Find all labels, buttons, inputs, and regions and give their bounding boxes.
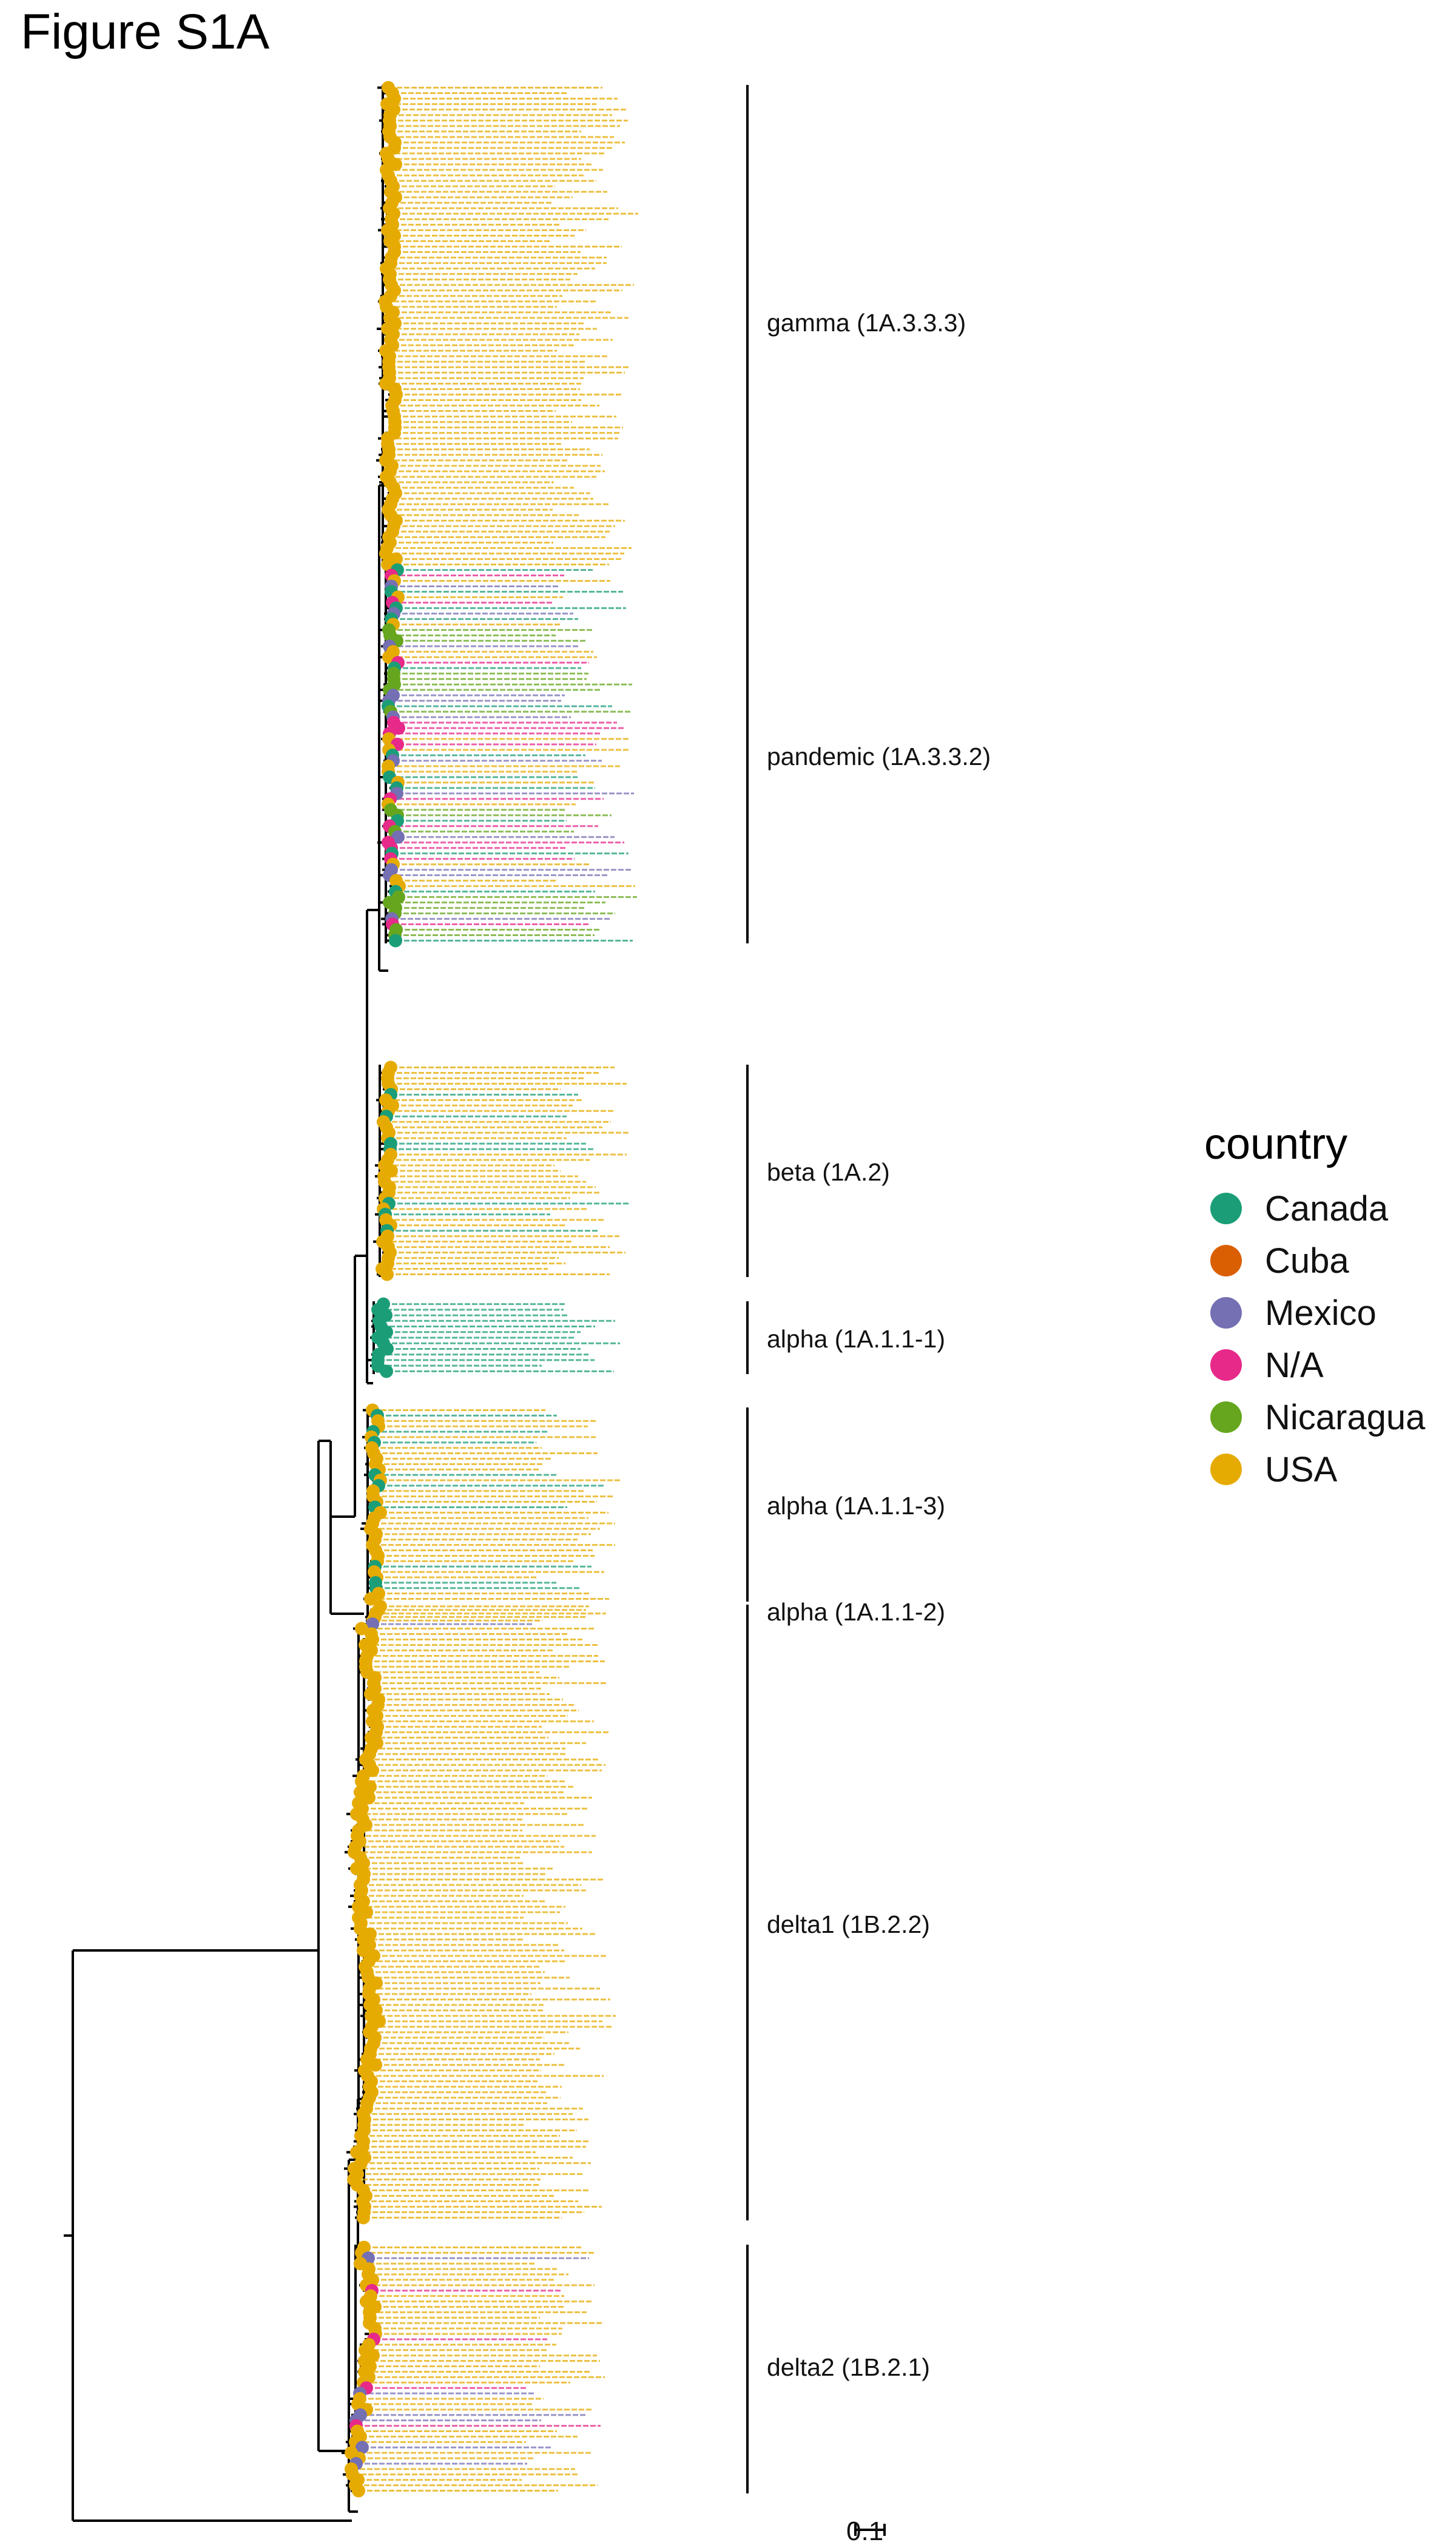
tip-label-block <box>391 1066 629 1276</box>
legend-swatch <box>1210 1297 1242 1329</box>
clade-label: alpha (1A.1.1-1) <box>767 1325 946 1353</box>
legend-label: Canada <box>1265 1188 1389 1228</box>
tip-point <box>356 2441 369 2455</box>
tip-point <box>354 1921 367 1935</box>
figure-title: Figure S1A <box>21 4 270 59</box>
legend-item: Nicaragua <box>1204 1391 1425 1443</box>
tree-tips <box>345 81 638 2498</box>
tip-point <box>363 1780 377 1794</box>
tip-point <box>381 558 394 571</box>
legend-swatch <box>1210 1401 1242 1433</box>
legend-item: N/A <box>1204 1339 1425 1391</box>
tip-point <box>380 1267 394 1281</box>
tip-label-block <box>397 568 637 942</box>
tip-point <box>362 1791 376 1805</box>
legend-swatch <box>1210 1349 1242 1381</box>
tip-point <box>391 830 405 844</box>
legend-swatch <box>1210 1245 1242 1276</box>
clade-label: gamma (1A.3.3.3) <box>767 309 966 337</box>
legend-swatch <box>1210 1454 1242 1485</box>
legend-label: Cuba <box>1265 1241 1349 1281</box>
tip-point <box>364 1592 377 1606</box>
legend-title: country <box>1204 1120 1348 1168</box>
clade-label: beta (1A.2) <box>767 1158 890 1186</box>
tip-point <box>389 934 402 948</box>
legend-item: Canada <box>1204 1182 1425 1235</box>
tip-point <box>352 2484 365 2498</box>
legend-label: N/A <box>1265 1345 1324 1385</box>
tip-point <box>366 1617 379 1631</box>
tip-label-block <box>394 87 638 565</box>
tree-branches <box>64 85 399 2522</box>
clade-label: delta1 (1B.2.2) <box>767 1910 930 1938</box>
tip-point <box>357 1943 370 1957</box>
tip-point <box>355 1622 368 1636</box>
legend-swatch <box>1210 1193 1242 1224</box>
tip-point <box>380 1364 393 1378</box>
clade-label: delta2 (1B.2.1) <box>767 2353 930 2381</box>
clade-label: alpha (1A.1.1-2) <box>767 1598 946 1626</box>
tip-point <box>357 2211 370 2225</box>
tip-label-block <box>381 1605 606 1625</box>
scale-bar <box>854 2524 886 2536</box>
tip-label-block <box>360 2246 605 2492</box>
tip-label-block <box>362 1627 616 2219</box>
legend-item: Cuba <box>1204 1235 1425 1287</box>
clade-label: alpha (1A.1.1-3) <box>767 1492 946 1520</box>
legend-item: Mexico <box>1204 1287 1425 1339</box>
scale-bar-label: 0.1 <box>846 2516 884 2546</box>
legend-label: Nicaragua <box>1265 1397 1426 1437</box>
legend-item: USA <box>1204 1443 1425 1495</box>
legend-label: Mexico <box>1265 1293 1377 1333</box>
clade-label: pandemic (1A.3.3.2) <box>767 743 991 770</box>
legend-label: USA <box>1265 1449 1338 1489</box>
tip-point <box>379 547 393 561</box>
tip-label-block <box>386 1303 620 1372</box>
tip-point <box>369 2058 382 2072</box>
legend: country Canada Cuba Mexico N/A Nicaragua USA <box>1204 1119 1425 1495</box>
tip-label-block <box>379 1409 622 1600</box>
